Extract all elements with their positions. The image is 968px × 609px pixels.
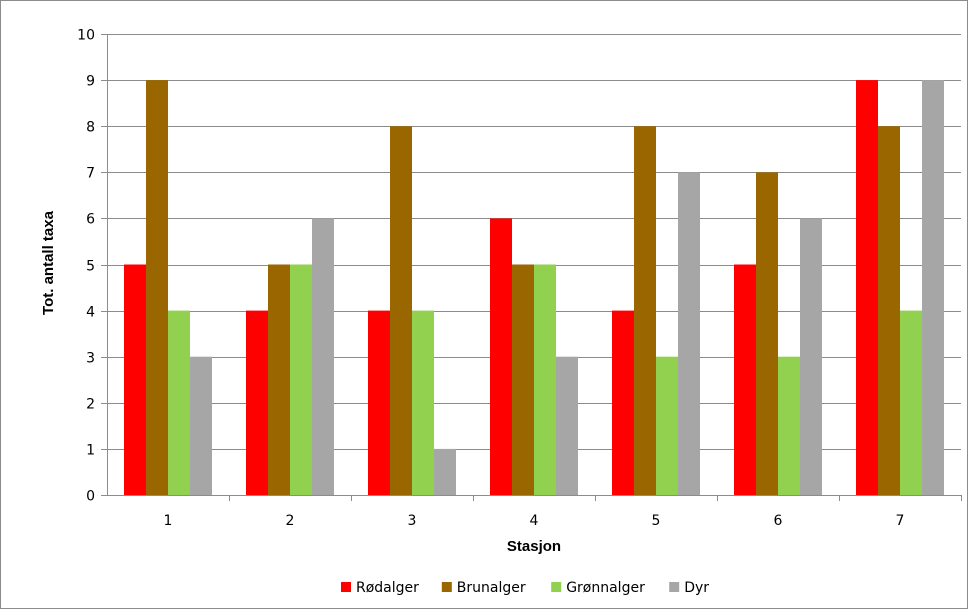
bar xyxy=(434,448,456,495)
y-tick-label: 4 xyxy=(86,305,95,321)
y-tick-label: 8 xyxy=(86,120,95,136)
y-tick-label: 2 xyxy=(86,397,95,413)
y-tick-label: 6 xyxy=(86,212,95,228)
bar xyxy=(922,80,944,495)
bar xyxy=(512,264,534,495)
bar xyxy=(678,172,700,496)
x-tick-label: 2 xyxy=(286,513,295,529)
bar xyxy=(656,356,678,495)
x-tick-label: 5 xyxy=(652,513,661,529)
bar xyxy=(878,126,900,495)
y-tick-label: 3 xyxy=(86,351,95,367)
bar xyxy=(190,356,212,495)
bar xyxy=(734,264,756,495)
y-tick-label: 1 xyxy=(86,443,95,459)
y-tick-labels: 0 1 2 3 4 5 6 7 8 9 10 xyxy=(77,28,95,505)
y-axis-title: Tot. antall taxa xyxy=(40,210,57,315)
legend: Rødalger Brunalger Grønnalger Dyr xyxy=(341,580,709,596)
x-tick-label: 3 xyxy=(408,513,417,529)
bar xyxy=(124,264,146,495)
x-axis-title: Stasjon xyxy=(507,538,561,555)
bar xyxy=(756,172,778,496)
bar xyxy=(268,264,290,495)
legend-item: Grønnalger xyxy=(551,580,645,596)
y-tick-label: 0 xyxy=(86,489,95,505)
x-tick-labels: 1 2 3 4 5 6 7 xyxy=(164,513,905,529)
bars xyxy=(124,80,944,496)
y-tick-label: 5 xyxy=(86,259,95,275)
bar xyxy=(146,80,168,495)
bar xyxy=(856,80,878,495)
bar xyxy=(612,310,634,495)
bar xyxy=(800,218,822,495)
y-tick-label: 9 xyxy=(86,74,95,90)
x-tick-label: 1 xyxy=(164,513,173,529)
legend-label: Brunalger xyxy=(457,580,526,596)
legend-swatch xyxy=(669,582,680,592)
y-tick-label: 7 xyxy=(86,166,95,182)
legend-item: Brunalger xyxy=(441,580,526,596)
bar xyxy=(534,264,556,495)
legend-item: Rødalger xyxy=(341,580,419,596)
bar xyxy=(412,310,434,495)
bar xyxy=(312,218,334,495)
bar xyxy=(368,310,390,495)
bar xyxy=(900,310,922,495)
y-tick-label: 10 xyxy=(77,28,95,44)
x-tick-label: 7 xyxy=(896,513,905,529)
bar xyxy=(556,356,578,495)
legend-swatch xyxy=(551,582,562,592)
legend-swatch xyxy=(341,582,351,592)
legend-item: Dyr xyxy=(669,580,709,596)
bar xyxy=(390,126,412,495)
x-tick-label: 6 xyxy=(774,513,783,529)
bar xyxy=(778,356,800,495)
legend-label: Grønnalger xyxy=(566,580,645,596)
legend-label: Dyr xyxy=(684,580,709,596)
bar xyxy=(168,310,190,495)
bar xyxy=(490,218,512,495)
bar xyxy=(246,310,268,495)
legend-swatch xyxy=(441,582,452,592)
bar xyxy=(290,264,312,495)
bar xyxy=(634,126,656,495)
axes xyxy=(101,34,962,501)
legend-label: Rødalger xyxy=(356,580,419,596)
x-tick-label: 4 xyxy=(530,513,539,529)
